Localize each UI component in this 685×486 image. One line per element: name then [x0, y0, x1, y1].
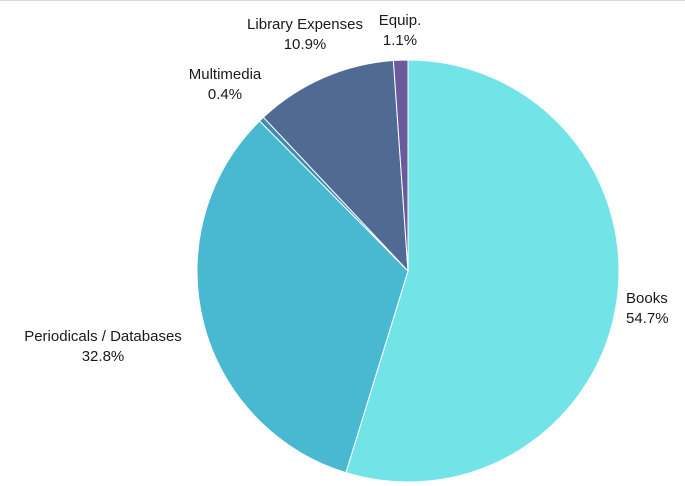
pie-labels: Books 54.7% Periodicals / Databases 32.8% Mu… — [24, 12, 668, 365]
pie-slice-equip — [392, 59, 409, 272]
slice-value-label: 54.7% — [626, 310, 669, 327]
slice-label: Multimedia — [189, 66, 262, 83]
slice-value-label: 10.9% — [284, 36, 327, 53]
slice-value-label: 0.4% — [208, 86, 242, 103]
slice-label: Library Expenses — [247, 16, 363, 33]
pie-slices — [196, 59, 620, 483]
slice-label: Equip. — [379, 12, 422, 29]
pie-slice-periodicals-databases — [196, 120, 409, 474]
pie-slice-library-expenses — [262, 59, 409, 273]
slice-label: Periodicals / Databases — [24, 328, 182, 345]
slice-value-label: 32.8% — [82, 348, 125, 365]
slice-value-label: 1.1% — [383, 32, 417, 49]
slice-label: Books — [626, 290, 668, 307]
pie-slice-books — [345, 59, 620, 483]
